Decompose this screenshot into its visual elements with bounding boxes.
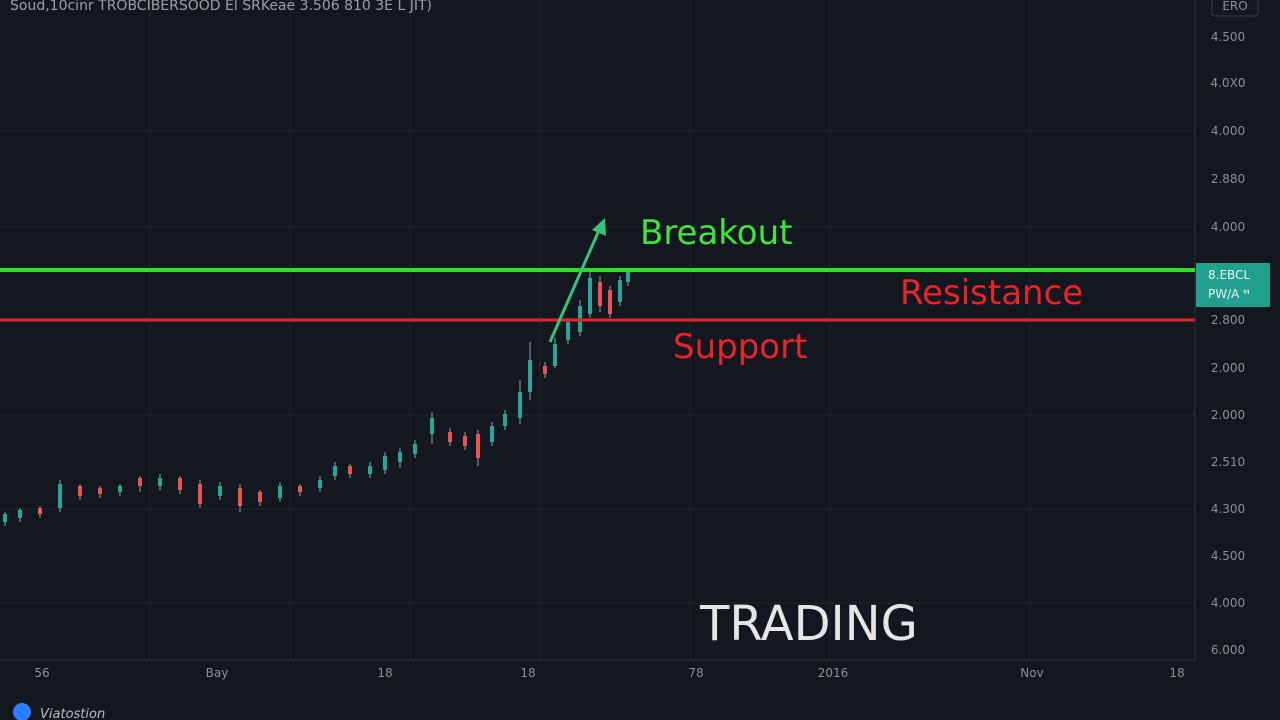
time-label: Bay	[206, 666, 229, 680]
price-tag-line: 8.EBCL	[1208, 268, 1250, 282]
watermark: TRADING	[699, 596, 918, 652]
price-tag	[1196, 263, 1270, 307]
breakout-label: Breakout	[640, 213, 792, 253]
price-label: 2.000	[1211, 361, 1245, 375]
resistance-label: Resistance	[900, 273, 1083, 313]
support-label: Support	[673, 327, 807, 367]
time-label: Nov	[1020, 666, 1043, 680]
price-label: 6.000	[1211, 643, 1245, 657]
price-label: 2.000	[1211, 408, 1245, 422]
price-label: 4.000	[1211, 124, 1245, 138]
time-label: 2016	[818, 666, 849, 680]
price-label: 4.000	[1211, 220, 1245, 234]
price-label: 2.510	[1211, 455, 1245, 469]
time-label: 18	[1169, 666, 1184, 680]
breakout-arrowhead	[592, 218, 606, 236]
price-label: 2.880	[1211, 172, 1245, 186]
breakout-arrow	[548, 227, 602, 343]
time-label: 56	[34, 666, 49, 680]
time-labels: 56 Bay 18 18 78 2016 Nov 18	[34, 666, 1184, 680]
price-label: 4.500	[1211, 549, 1245, 563]
time-label: 78	[688, 666, 703, 680]
price-label: 4.300	[1211, 502, 1245, 516]
time-label: 18	[520, 666, 535, 680]
badge-box	[1211, 0, 1259, 17]
price-labels: 4.500 4.0X0 4.000 2.880 4.000 2.800 2.000 2.000…	[1211, 30, 1246, 657]
price-label: 2.800	[1211, 313, 1245, 327]
price-label: 4.0X0	[1211, 76, 1246, 90]
logo-text: Viatostion	[40, 707, 105, 720]
price-label: 4.000	[1211, 596, 1245, 610]
price-label: 4.500	[1211, 30, 1245, 44]
logo-icon	[13, 703, 31, 720]
header-badge: ERO	[1222, 0, 1247, 13]
header-title: Soud,10cinr TROBCIBERSOOD El SRKeae 3.50…	[10, 0, 432, 14]
time-label: 18	[377, 666, 392, 680]
price-tag-line: PW/A ᴹ	[1208, 287, 1250, 301]
